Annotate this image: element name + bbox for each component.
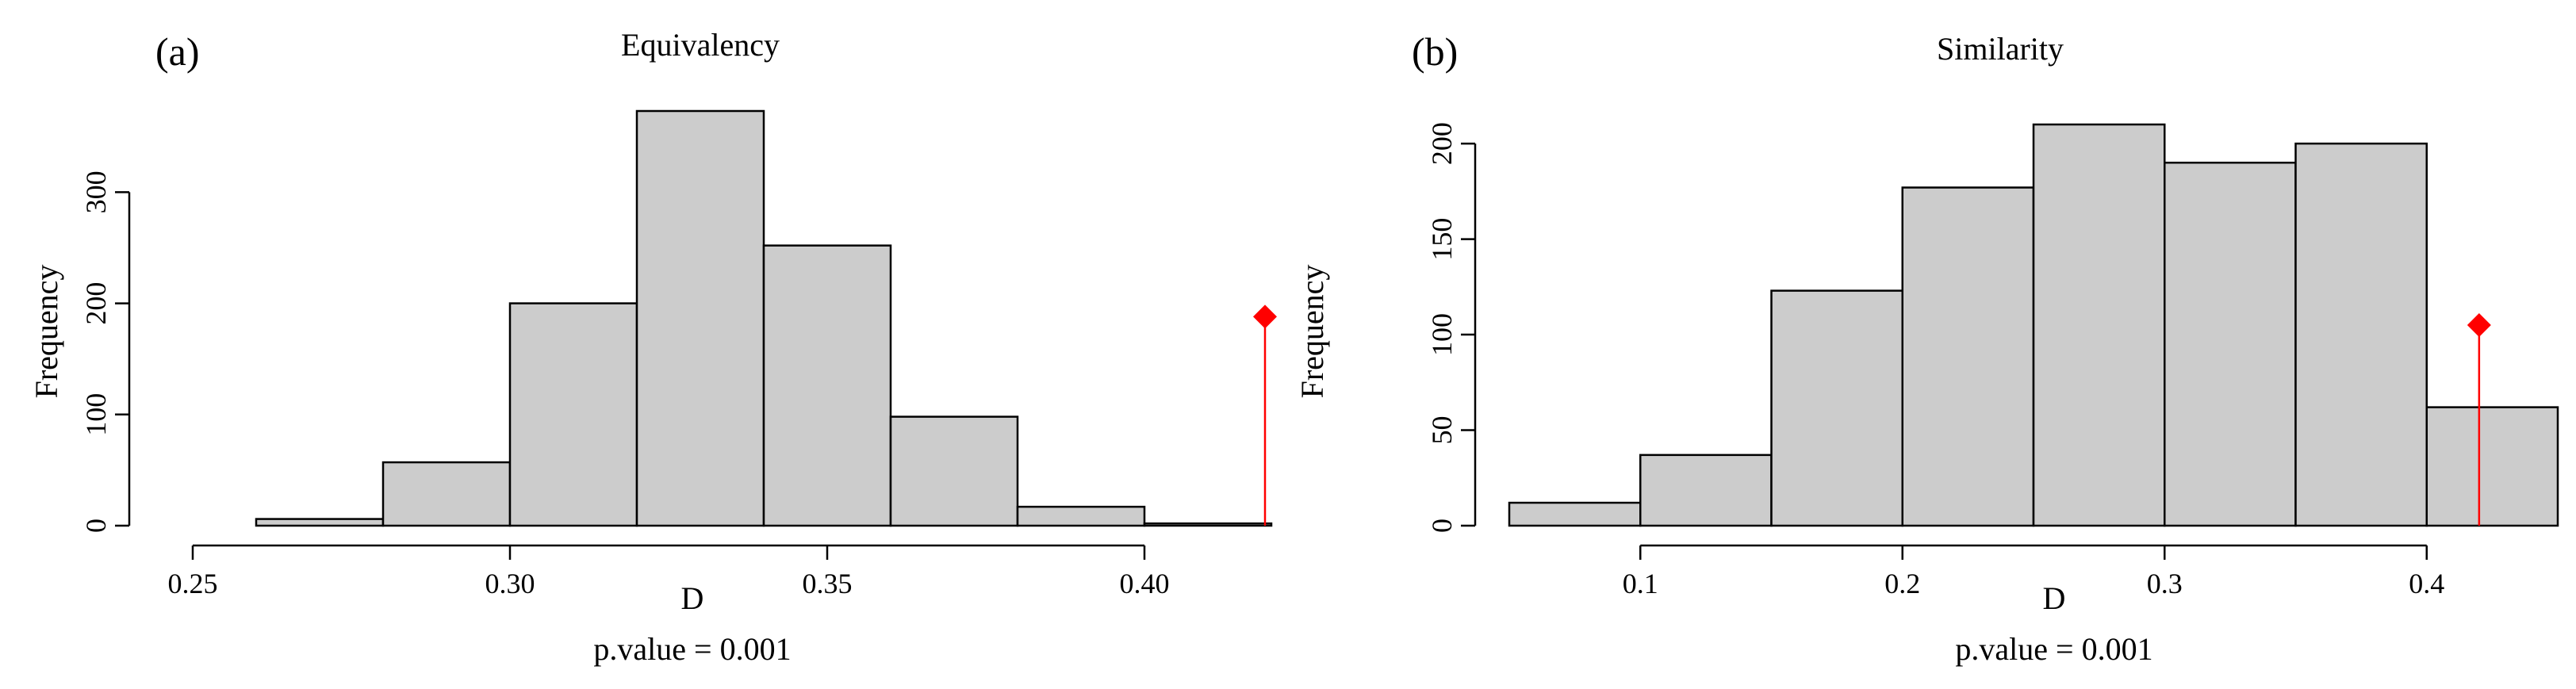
x-tick-label: 0.40 xyxy=(1120,568,1170,599)
x-tick-label: 0.4 xyxy=(2409,568,2444,599)
y-tick-label: 150 xyxy=(1426,218,1458,261)
x-tick-label: 0.1 xyxy=(1623,568,1658,599)
observed-value-point xyxy=(1253,304,1277,329)
chart-title: Similarity xyxy=(1937,31,2064,67)
y-tick-label: 300 xyxy=(80,170,112,213)
x-axis: 0.25 0.30 0.35 0.40 xyxy=(168,544,1170,599)
histogram-bar xyxy=(2032,123,2166,527)
p-value-text: p.value = 0.001 xyxy=(593,631,791,667)
y-tick-label: 0 xyxy=(80,519,112,533)
x-axis: 0.1 0.2 0.3 0.4 xyxy=(1623,544,2444,599)
histogram-bar xyxy=(1901,186,2035,527)
x-tick-label: 0.3 xyxy=(2147,568,2183,599)
panel-label: (b) xyxy=(1412,29,1458,74)
histogram-bar xyxy=(2425,406,2559,527)
y-axis-label: Frequency xyxy=(1294,265,1330,399)
histogram-bar xyxy=(508,302,638,527)
histogram-bar xyxy=(635,109,765,527)
x-tick-label: 0.30 xyxy=(485,568,535,599)
panel-b: (b) Similarity Frequency D p.value = 0.0… xyxy=(1294,29,2559,667)
histogram-bar xyxy=(762,244,892,527)
histogram-bar xyxy=(2164,161,2297,527)
histogram-bar xyxy=(1143,522,1273,527)
observed-value-marker xyxy=(2467,313,2491,526)
histogram-bar xyxy=(255,518,385,527)
panel-a: (a) Equivalency Frequency D p.value = 0.… xyxy=(29,27,1277,667)
y-tick-label: 0 xyxy=(1426,519,1458,533)
y-tick-label: 100 xyxy=(1426,313,1458,356)
y-axis: 0 100 200 300 xyxy=(80,170,131,533)
x-axis-label: D xyxy=(2043,580,2066,616)
histogram-bars xyxy=(1508,123,2559,527)
y-tick-label: 200 xyxy=(1426,122,1458,165)
observed-value-marker xyxy=(1253,304,1277,526)
histogram-bar xyxy=(1508,501,1642,527)
x-tick-label: 0.35 xyxy=(803,568,853,599)
y-tick-label: 50 xyxy=(1426,416,1458,445)
x-axis-label: D xyxy=(681,580,704,616)
chart-title: Equivalency xyxy=(621,27,780,63)
y-axis: 0 50 100 150 200 xyxy=(1426,122,1477,533)
histogram-bar xyxy=(2294,142,2428,527)
p-value-text: p.value = 0.001 xyxy=(1955,631,2152,667)
panel-label: (a) xyxy=(155,29,200,74)
histogram-bar xyxy=(1770,289,1903,527)
x-tick-label: 0.2 xyxy=(1884,568,1920,599)
histogram-bar xyxy=(1639,454,1773,527)
histogram-bar xyxy=(889,415,1019,527)
histogram-bars xyxy=(255,109,1273,527)
histogram-bar xyxy=(1016,505,1146,527)
observed-value-point xyxy=(2467,313,2491,337)
y-tick-label: 100 xyxy=(80,393,112,436)
y-tick-label: 200 xyxy=(80,282,112,325)
y-axis-label: Frequency xyxy=(29,265,64,399)
x-tick-label: 0.25 xyxy=(168,568,218,599)
histogram-bar xyxy=(381,461,512,527)
